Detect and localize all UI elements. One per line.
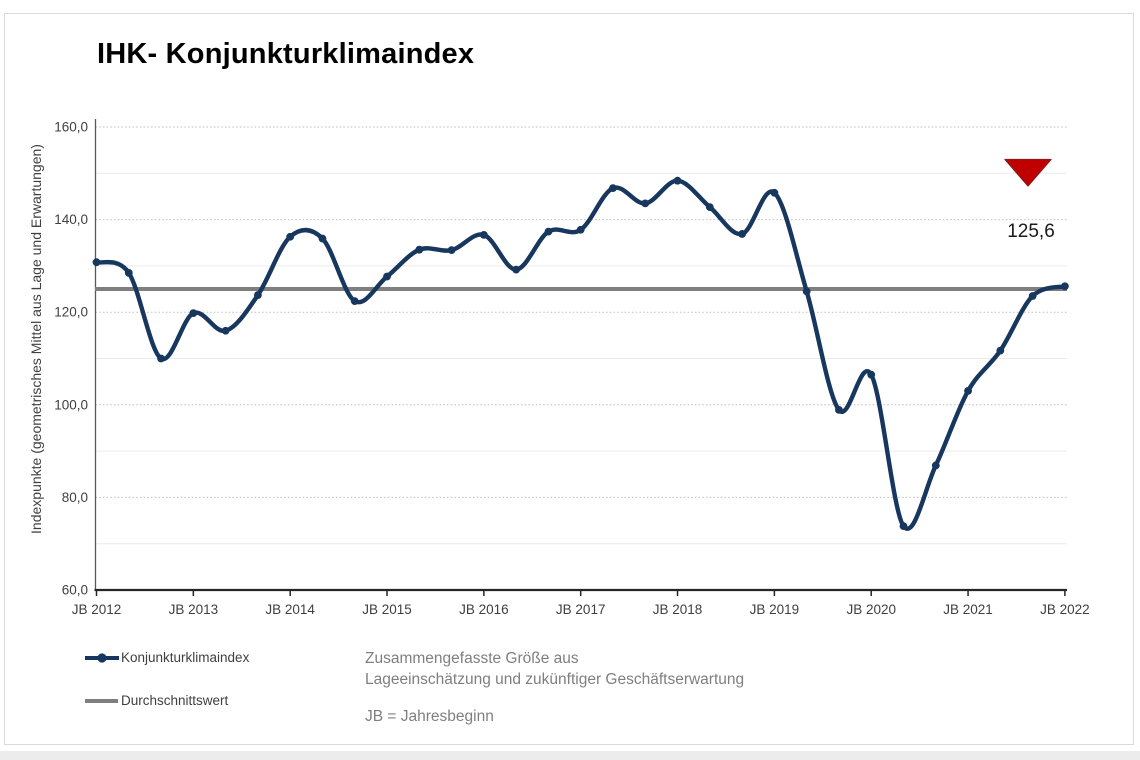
latest-value-label: 125,6 (1007, 221, 1055, 242)
gray-line-icon (85, 699, 118, 703)
x-tick-label: JB 2018 (653, 602, 703, 617)
line-with-marker-icon (85, 653, 119, 663)
y-tick-label: 140,0 (54, 212, 88, 227)
footnote-line-3: JB = Jahresbeginn (365, 708, 494, 725)
x-tick-label: JB 2016 (459, 602, 509, 617)
x-tick-label: JB 2015 (362, 602, 412, 617)
x-tick-label: JB 2014 (265, 602, 315, 617)
x-tick-label: JB 2021 (943, 602, 993, 617)
axes: JB 2012 JB 2013 JB 2014 JB 2015 JB 2016 JB 20… (54, 119, 1090, 617)
y-gridlines (95, 126, 1067, 545)
footnote-line-1: Zusammengefasste Größe aus (365, 650, 579, 667)
chart-title: IHK- Konjunkturklimaindex (97, 38, 475, 70)
y-tick-label: 100,0 (54, 397, 88, 412)
x-tick-label: JB 2020 (846, 602, 896, 617)
y-tick-label: 80,0 (62, 490, 88, 505)
x-tick-label: JB 2022 (1040, 602, 1090, 617)
trend-down-triangle-icon (1004, 158, 1052, 187)
x-tick-label: JB 2019 (750, 602, 800, 617)
footnote-line-2: Lageeinschätzung und zukünftiger Geschäf… (365, 671, 745, 688)
x-tick-label: JB 2017 (556, 602, 606, 617)
legend-label-konjunkturklimaindex: Konjunkturklimaindex (121, 650, 250, 665)
series-markers (92, 176, 1069, 531)
chart-border-frame (4, 13, 1134, 745)
y-tick-label: 120,0 (54, 305, 88, 320)
legend-label-durchschnittswert: Durchschnittswert (121, 693, 229, 708)
x-tick-label: JB 2012 (72, 602, 122, 617)
y-tick-label: 160,0 (54, 120, 88, 135)
window-edge (0, 751, 1140, 760)
x-tick-label: JB 2013 (169, 602, 219, 617)
y-tick-label: 60,0 (62, 583, 88, 598)
